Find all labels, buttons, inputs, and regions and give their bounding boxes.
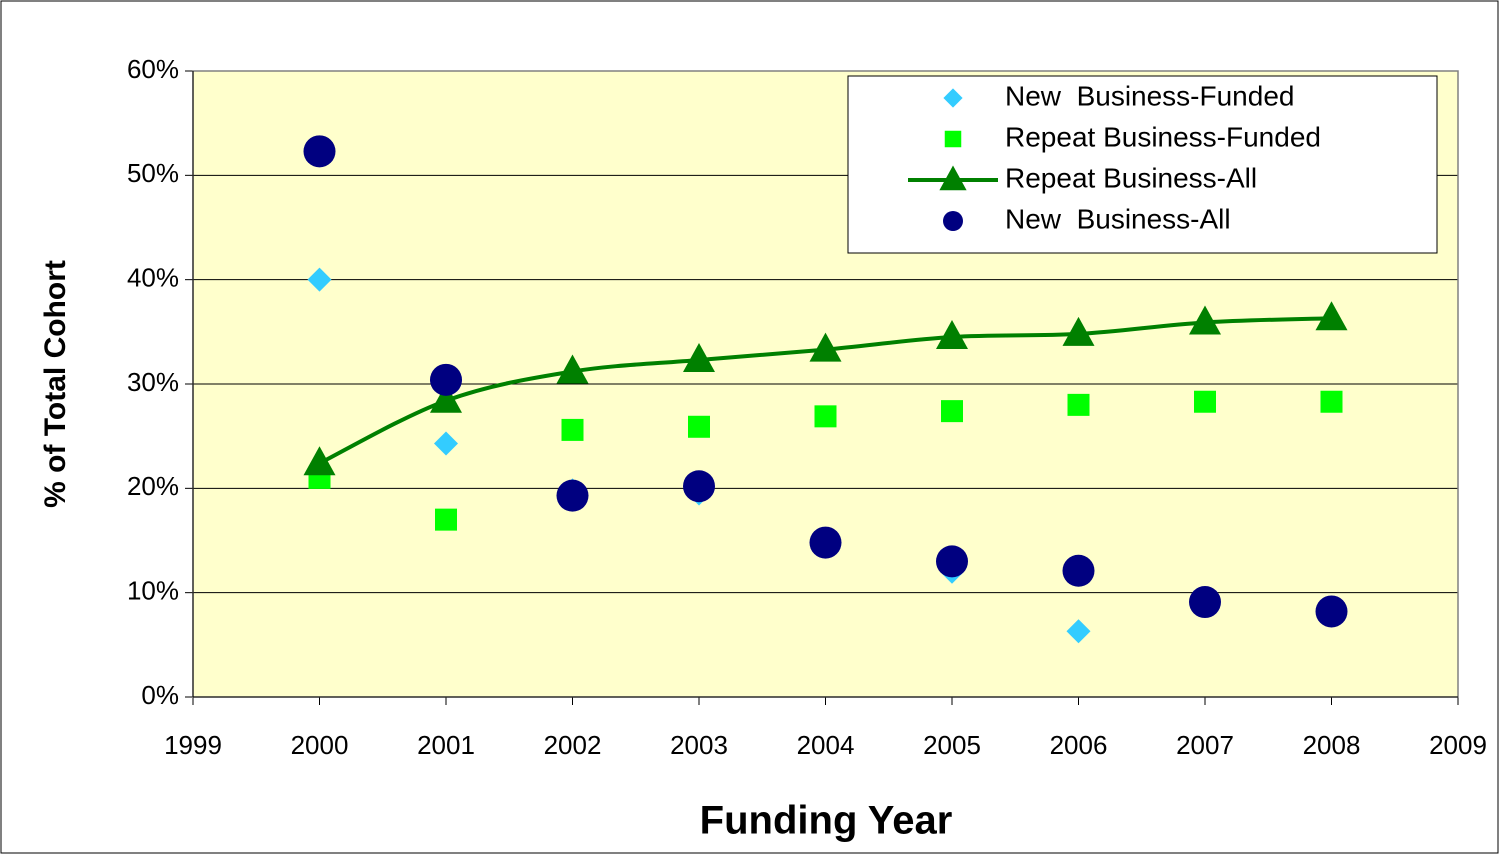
square-marker [1320, 390, 1343, 413]
y-tick-label: 0% [141, 680, 179, 710]
legend-label: New Business-All [1005, 203, 1231, 234]
y-tick-label: 10% [127, 576, 179, 606]
x-tick-label: 2000 [291, 730, 349, 760]
x-tick-label: 1999 [164, 730, 222, 760]
triangle-marker [556, 354, 589, 384]
square-marker [814, 405, 837, 428]
triangle-marker [683, 343, 715, 373]
circle-marker [556, 479, 589, 512]
x-tick-label: 2008 [1303, 730, 1361, 760]
circle-marker [1189, 586, 1221, 619]
x-tick-label: 2003 [670, 730, 728, 760]
x-axis-label: Funding Year [700, 799, 953, 843]
circle-marker [430, 363, 462, 396]
triangle-marker [936, 320, 968, 350]
x-tick-label: 2009 [1429, 730, 1487, 760]
legend-label: New Business-Funded [1005, 80, 1294, 111]
legend-label: Repeat Business-Funded [1005, 121, 1321, 152]
triangle-marker [1062, 316, 1095, 346]
x-tick-label: 2005 [923, 730, 981, 760]
square-marker [435, 508, 457, 531]
x-tick-label: 2002 [544, 730, 602, 760]
square-marker [561, 418, 584, 441]
y-axis-label: % of Total Cohort [39, 260, 72, 508]
legend-marker [939, 165, 967, 191]
legend-marker [944, 130, 962, 148]
triangle-marker [1189, 305, 1221, 335]
diamond-marker [1066, 619, 1091, 644]
diamond-marker [434, 431, 458, 456]
square-marker [1194, 390, 1216, 413]
circle-marker [1062, 554, 1095, 587]
diamond-marker [307, 267, 332, 292]
triangle-marker [809, 332, 842, 362]
square-marker [1067, 393, 1090, 416]
x-tick-label: 2007 [1176, 730, 1234, 760]
y-tick-label: 60% [127, 54, 179, 84]
x-tick-label: 2006 [1050, 730, 1108, 760]
triangle-marker [303, 446, 336, 476]
y-tick-label: 40% [127, 263, 179, 293]
triangle-marker [430, 383, 462, 413]
circle-marker [683, 470, 715, 503]
x-tick-label: 2001 [417, 730, 475, 760]
triangle-marker [1315, 301, 1348, 331]
square-marker [688, 415, 710, 438]
y-tick-label: 20% [127, 471, 179, 501]
legend-marker [943, 211, 963, 231]
circle-marker [936, 545, 968, 578]
circle-marker [303, 135, 336, 168]
y-tick-label: 50% [127, 158, 179, 188]
circle-marker [1315, 595, 1348, 628]
circle-marker [809, 526, 842, 559]
y-tick-label: 30% [127, 367, 179, 397]
x-tick-label: 2004 [797, 730, 855, 760]
legend-label: Repeat Business-All [1005, 162, 1257, 193]
square-marker [941, 400, 963, 423]
